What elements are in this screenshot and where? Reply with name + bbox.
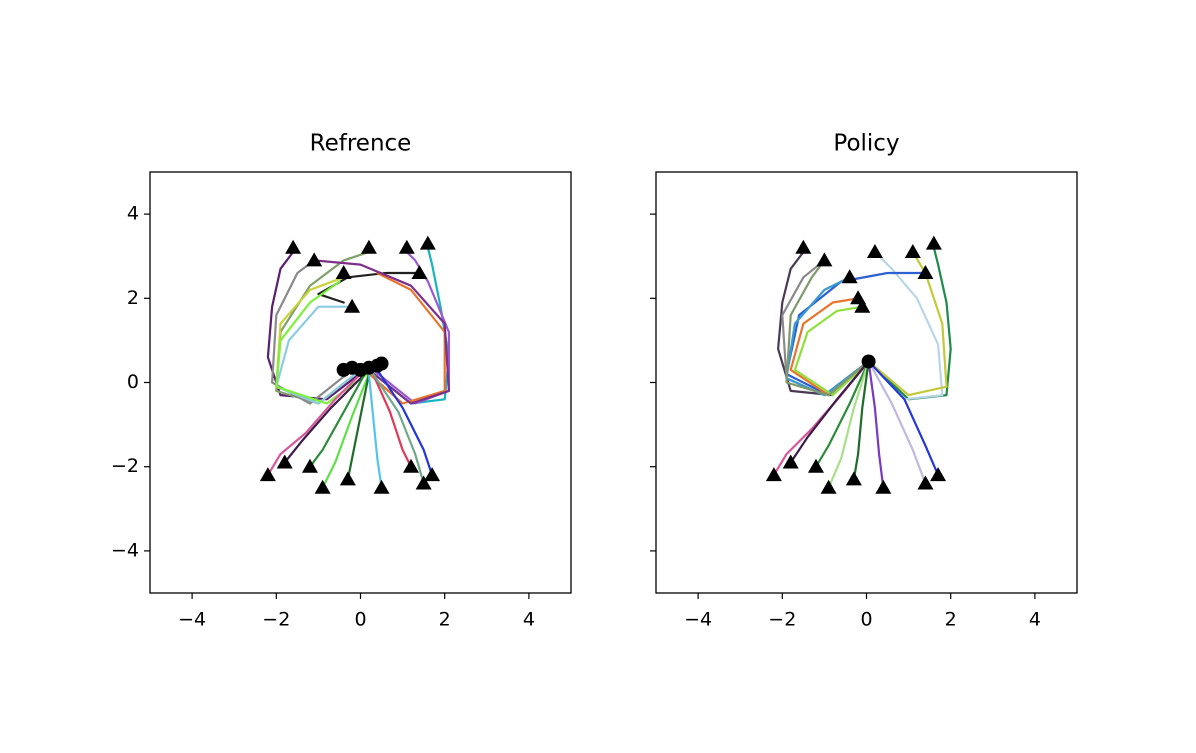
goal-marker (820, 479, 837, 494)
trajectory (372, 373, 425, 485)
goal-marker (411, 265, 428, 280)
trajectory (367, 373, 383, 489)
goal-marker (930, 467, 947, 482)
trajectory (266, 373, 362, 477)
goal-marker (845, 471, 862, 486)
goal-marker (917, 475, 934, 490)
goal-marker (866, 243, 883, 258)
x-tick-label: 0 (860, 609, 872, 631)
goal-marker (841, 269, 858, 284)
trajectory (785, 276, 870, 397)
trajectory (852, 360, 870, 481)
trajectory (271, 259, 354, 405)
x-tick-label: 0 (354, 609, 366, 631)
plot-area (259, 235, 450, 494)
goal-marker (807, 458, 824, 473)
goal-marker (360, 239, 377, 254)
start-point (374, 356, 389, 371)
x-tick-label: 4 (1029, 609, 1041, 631)
goal-marker (314, 479, 331, 494)
trajectory (317, 271, 421, 304)
trajectory (867, 360, 885, 489)
trajectory (814, 360, 870, 468)
axes-title: Refrence (310, 131, 412, 157)
goal-marker (904, 243, 921, 258)
goal-marker (398, 239, 415, 254)
plot-area (765, 235, 952, 494)
goal-marker (335, 265, 352, 280)
x-tick-label: −4 (178, 609, 206, 631)
trajectory (283, 373, 366, 464)
goal-marker (765, 467, 782, 482)
goal-marker (276, 454, 293, 469)
x-tick-label: 4 (523, 609, 535, 631)
trajectory (308, 373, 366, 468)
trajectory (372, 250, 450, 405)
goal-marker (419, 235, 436, 250)
goal-marker (816, 252, 833, 267)
y-tick-label: −2 (111, 455, 139, 477)
trajectory (376, 368, 434, 477)
goal-marker (795, 239, 812, 254)
goal-marker (259, 467, 276, 482)
goal-marker (917, 265, 934, 280)
axes: Refrence −4 −2 0 2 4 −4 −2 0 2 4 (111, 131, 572, 631)
trajectory (275, 305, 362, 405)
goal-marker (344, 298, 361, 313)
y-tick-label: 4 (127, 203, 139, 225)
goal-marker (403, 458, 420, 473)
axes-frame (149, 171, 572, 594)
trajectory (372, 373, 413, 468)
x-tick-label: −2 (262, 609, 290, 631)
axes-title: Policy (833, 131, 899, 157)
goal-marker (339, 471, 356, 486)
trajectory (313, 259, 450, 405)
start-point (861, 354, 876, 369)
x-tick-label: −4 (684, 609, 712, 631)
trajectory (793, 305, 870, 397)
trajectory (867, 360, 940, 477)
trajectory (275, 280, 375, 405)
trajectory (266, 250, 366, 401)
goal-marker (925, 235, 942, 250)
y-tick-label: 2 (127, 287, 139, 309)
goal-marker (301, 458, 318, 473)
goal-marker (875, 479, 892, 494)
x-tick-label: −2 (768, 609, 796, 631)
goal-marker (415, 475, 432, 490)
goal-marker (854, 298, 871, 313)
x-tick-label: 2 (439, 609, 451, 631)
y-tick-label: 0 (127, 371, 139, 393)
trajectory (867, 246, 952, 401)
y-tick-label: −4 (111, 539, 139, 561)
axes: Policy −4 −2 0 2 4 (650, 131, 1078, 631)
goal-marker (373, 479, 390, 494)
goal-marker (424, 467, 441, 482)
trajectory (827, 360, 870, 489)
goal-marker (306, 252, 323, 267)
trajectory (321, 373, 370, 489)
trajectory (867, 360, 927, 485)
goal-marker (285, 239, 302, 254)
goal-marker (782, 454, 799, 469)
x-tick-label: 2 (945, 609, 957, 631)
axes-frame (655, 171, 1078, 594)
trajectory (346, 373, 370, 481)
trajectory (785, 259, 870, 397)
trajectory (789, 360, 870, 464)
